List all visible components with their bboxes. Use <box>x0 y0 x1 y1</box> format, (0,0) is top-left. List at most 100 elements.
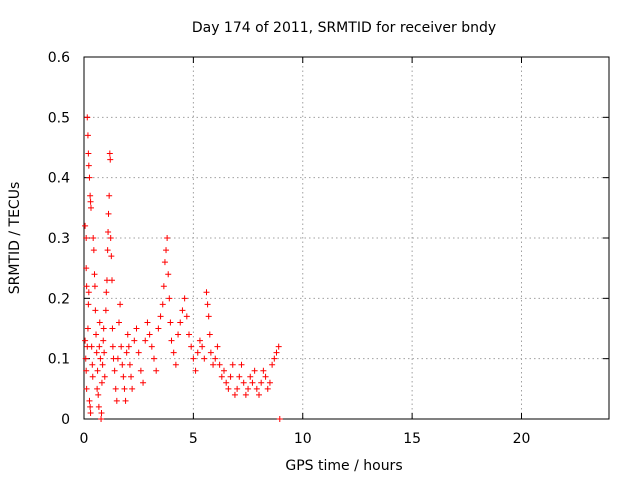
data-point <box>273 349 280 356</box>
data-point <box>192 367 199 374</box>
x-tick-label: 20 <box>513 431 531 447</box>
data-point <box>170 349 177 356</box>
data-point <box>102 307 109 314</box>
data-point <box>183 313 190 320</box>
data-point <box>122 397 129 404</box>
data-point <box>103 289 110 296</box>
data-point <box>129 385 136 392</box>
data-point <box>83 265 90 272</box>
data-point <box>82 355 89 362</box>
data-point <box>201 355 208 362</box>
data-point <box>85 162 92 169</box>
data-point <box>107 156 114 163</box>
data-point <box>168 337 175 344</box>
data-point <box>137 367 144 374</box>
data-point <box>229 361 236 368</box>
data-point <box>238 361 245 368</box>
data-point <box>227 373 234 380</box>
data-point <box>126 361 133 368</box>
x-axis: 0 5 10 15 20 <box>80 57 531 447</box>
data-point <box>94 385 101 392</box>
y-tick-label: 0.2 <box>48 291 70 307</box>
y-axis: 0 0.1 0.2 0.3 0.4 0.5 0.6 <box>48 50 609 428</box>
data-point <box>181 295 188 302</box>
data-point <box>153 367 160 374</box>
data-point <box>225 385 232 392</box>
data-point <box>221 367 227 374</box>
data-point <box>88 343 95 350</box>
data-point <box>223 379 230 386</box>
data-point <box>96 319 103 326</box>
data-point <box>105 210 112 217</box>
data-point <box>84 114 91 121</box>
data-point <box>199 343 206 350</box>
data-point <box>144 319 151 326</box>
data-point <box>109 343 116 350</box>
data-point <box>177 319 184 326</box>
data-point <box>121 385 128 392</box>
data-point <box>107 235 114 241</box>
data-point <box>100 337 107 344</box>
data-point <box>118 343 125 350</box>
data-point <box>262 373 269 380</box>
data-point <box>264 385 271 392</box>
data-point <box>103 277 110 284</box>
data-point <box>116 319 122 326</box>
data-point <box>85 150 92 157</box>
data-point <box>155 325 162 332</box>
x-tick-label: 0 <box>80 431 89 447</box>
data-point <box>188 343 195 350</box>
data-point <box>247 373 254 380</box>
data-point <box>83 367 90 374</box>
data-point <box>94 367 101 374</box>
data-point <box>90 235 97 241</box>
data-point <box>85 289 92 296</box>
data-point <box>101 373 108 380</box>
data-point <box>214 343 221 350</box>
data-point <box>157 313 164 320</box>
data-point <box>251 367 258 374</box>
data-point <box>99 361 106 368</box>
data-point <box>206 331 213 338</box>
x-tick-label: 15 <box>403 431 421 447</box>
data-point <box>249 379 256 386</box>
data-point <box>91 271 98 278</box>
data-point <box>256 391 262 398</box>
data-point <box>258 379 265 386</box>
data-point <box>190 355 197 362</box>
data-point <box>165 271 172 278</box>
data-point <box>84 132 91 139</box>
y-tick-label: 0.1 <box>48 352 70 368</box>
y-tick-label: 0.3 <box>48 231 70 247</box>
data-point <box>109 325 116 332</box>
y-tick-label: 0.5 <box>48 110 70 126</box>
y-tick-label: 0 <box>61 412 70 428</box>
data-point <box>112 385 119 392</box>
data-point <box>240 379 247 386</box>
data-point <box>93 349 100 356</box>
data-point <box>146 331 153 338</box>
data-point <box>87 198 94 205</box>
data-point <box>140 379 147 386</box>
data-point <box>92 307 99 314</box>
grid <box>84 57 609 419</box>
data-point <box>135 349 142 356</box>
data-point <box>160 283 167 290</box>
data-point <box>83 283 90 290</box>
data-point <box>119 361 126 368</box>
data-point <box>86 397 93 404</box>
data-point <box>186 331 192 338</box>
data-point <box>204 301 211 308</box>
data-point <box>108 253 115 260</box>
data-point <box>114 355 121 362</box>
data-point <box>111 367 118 374</box>
data-point <box>271 355 278 362</box>
data-point <box>101 349 108 356</box>
data-point <box>88 204 94 211</box>
data-point <box>216 361 223 368</box>
data-point <box>120 373 127 380</box>
data-point <box>245 385 252 392</box>
data-point <box>104 247 111 254</box>
data-point <box>175 331 182 338</box>
data-point <box>205 313 212 320</box>
